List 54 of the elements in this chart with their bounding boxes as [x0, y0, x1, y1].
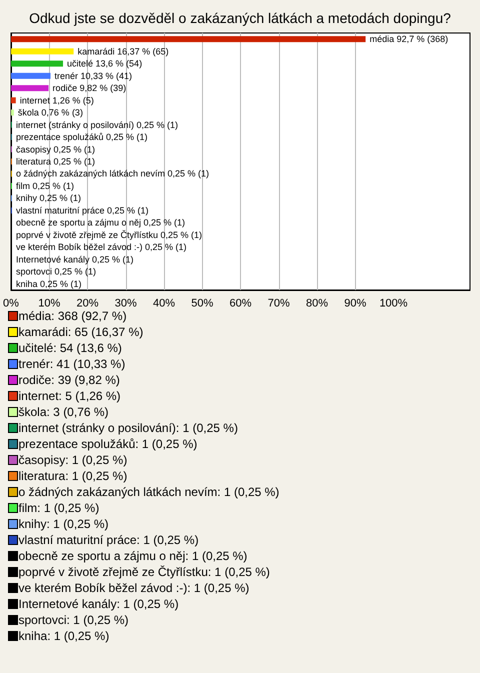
data-label: škola 0,76 % (3)	[18, 108, 83, 118]
legend-label: poprvé v životě zřejmě ze Čtyřlístku: 1 (0,25 %)	[18, 565, 270, 579]
x-tick-label: 30%	[114, 298, 137, 310]
data-label: poprvé v životě zřejmě ze Čtyřlístku 0,25 % (1)	[16, 230, 202, 240]
legend-label: učitelé: 54 (13,6 %)	[18, 341, 122, 355]
data-label: sportovci 0,25 % (1)	[16, 266, 96, 277]
legend-label: sportovci: 1 (0,25 %)	[18, 613, 129, 627]
x-tick-label: 60%	[229, 298, 252, 310]
legend-label: knihy: 1 (0,25 %)	[18, 517, 109, 531]
legend-label: prezentace spolužáků: 1 (0,25 %)	[18, 437, 198, 451]
legend-label: časopisy: 1 (0,25 %)	[18, 453, 128, 467]
x-tick-label: 40%	[152, 298, 176, 310]
x-tick-label: 10%	[38, 298, 60, 310]
data-label: Internetové kanály 0,25 % (1)	[16, 254, 134, 264]
legend-label: Internetové kanály: 1 (0,25 %)	[18, 597, 179, 611]
x-tick-label: 50%	[191, 298, 214, 310]
legend-label: rodiče: 39 (9,82 %)	[18, 373, 120, 387]
data-label: média 92,7 % (368)	[370, 34, 448, 44]
x-tick-label: 70%	[268, 298, 290, 310]
data-label: knihy 0,25 % (1)	[16, 193, 81, 204]
data-label: kamarádi 16,37 % (65)	[78, 46, 169, 56]
legend-label: kniha: 1 (0,25 %)	[18, 629, 110, 643]
data-label: vlastní maturitní práce 0,25 % (1)	[16, 205, 149, 216]
data-label: o žádných zakázaných látkách nevím 0,25 % (1)	[16, 168, 210, 179]
legend-label: ve kterém Bobík běžel závod :-): 1 (0,25 %)	[18, 581, 250, 595]
legend-label: obecně ze sportu a zájmu o něj: 1 (0,25 %)	[18, 549, 248, 563]
legend-label: film: 1 (0,25 %)	[18, 501, 100, 515]
legend-label: literatura: 1 (0,25 %)	[18, 469, 128, 483]
data-label: rodiče 9,82 % (39)	[52, 83, 126, 94]
data-label: časopisy 0,25 % (1)	[16, 144, 96, 154]
data-label: učitelé 13,6 % (54)	[67, 58, 142, 69]
legend-label: média: 368 (92,7 %)	[18, 309, 127, 323]
data-label: prezentace spolužáků 0,25 % (1)	[16, 132, 148, 142]
legend-label: škola: 3 (0,76 %)	[18, 405, 109, 419]
chart-title: Odkud jste se dozvěděl o zakázaných látkách a metodách dopingu?	[29, 10, 452, 26]
data-label: literatura 0,25 % (1)	[16, 156, 96, 166]
legend-label: kamarádi: 65 (16,37 %)	[18, 325, 144, 339]
x-tick-label: 80%	[306, 298, 328, 310]
legend-label: trenér: 41 (10,33 %)	[18, 357, 126, 371]
data-label: internet 1,26 % (5)	[20, 95, 94, 106]
data-label: obecně ze sportu a zájmu o něj 0,25 % (1)	[16, 218, 186, 228]
legend-label: internet (stránky o posilování): 1 (0,25 %)	[18, 421, 238, 435]
x-tick-label: 90%	[344, 298, 366, 310]
data-label: film 0,25 % (1)	[16, 180, 74, 191]
data-label: kniha 0,25 % (1)	[16, 278, 82, 289]
x-tick-label: 0%	[3, 298, 20, 310]
legend-label: o žádných zakázaných látkách nevím: 1 (0,25 %)	[18, 485, 280, 499]
legend-label: vlastní maturitní práce: 1 (0,25 %)	[18, 533, 199, 547]
legend-label: internet: 5 (1,26 %)	[18, 389, 121, 403]
data-label: ve kterém Bobík běžel závod :-) 0,25 % (1)	[16, 242, 187, 252]
x-tick-label: 20%	[76, 298, 99, 310]
data-label: trenér 10,33 % (41)	[54, 70, 132, 81]
x-tick-label: 100%	[379, 298, 408, 310]
data-label: internet (stránky o posilování) 0,25 % (1)	[16, 120, 178, 130]
